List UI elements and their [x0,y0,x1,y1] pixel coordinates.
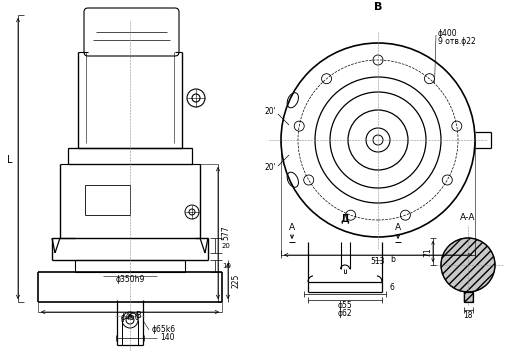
Text: А: А [289,222,295,231]
Bar [464,292,473,302]
Text: 140: 140 [160,333,174,342]
Ellipse shape [287,93,298,108]
Text: b: b [390,256,395,265]
Text: 513: 513 [371,257,385,266]
Text: ϕ350h9: ϕ350h9 [115,275,145,284]
Text: L: L [7,155,13,165]
Text: 71: 71 [423,247,432,257]
Text: B: B [135,311,141,320]
Text: B: B [374,2,382,12]
Text: 18: 18 [463,311,473,320]
Text: ϕ400: ϕ400 [438,28,458,37]
Text: ϕ65k6: ϕ65k6 [152,325,176,334]
Text: Д: Д [341,213,350,223]
Text: 20: 20 [222,243,231,249]
Text: А: А [395,222,401,231]
Text: А-А: А-А [460,213,476,222]
Bar [464,292,473,302]
Text: 6: 6 [390,283,395,292]
Text: 577: 577 [222,226,231,240]
Text: ϕ55: ϕ55 [337,302,352,310]
Ellipse shape [287,172,298,187]
Text: 20': 20' [264,108,276,117]
Text: ϕ62: ϕ62 [338,309,352,318]
Text: ϕ450: ϕ450 [120,314,140,323]
Text: 9 отв.ϕ22: 9 отв.ϕ22 [438,36,476,45]
Polygon shape [441,238,495,292]
Text: 20': 20' [264,163,276,172]
FancyBboxPatch shape [84,8,179,56]
Text: 225: 225 [231,274,240,288]
Text: 10: 10 [222,263,231,269]
